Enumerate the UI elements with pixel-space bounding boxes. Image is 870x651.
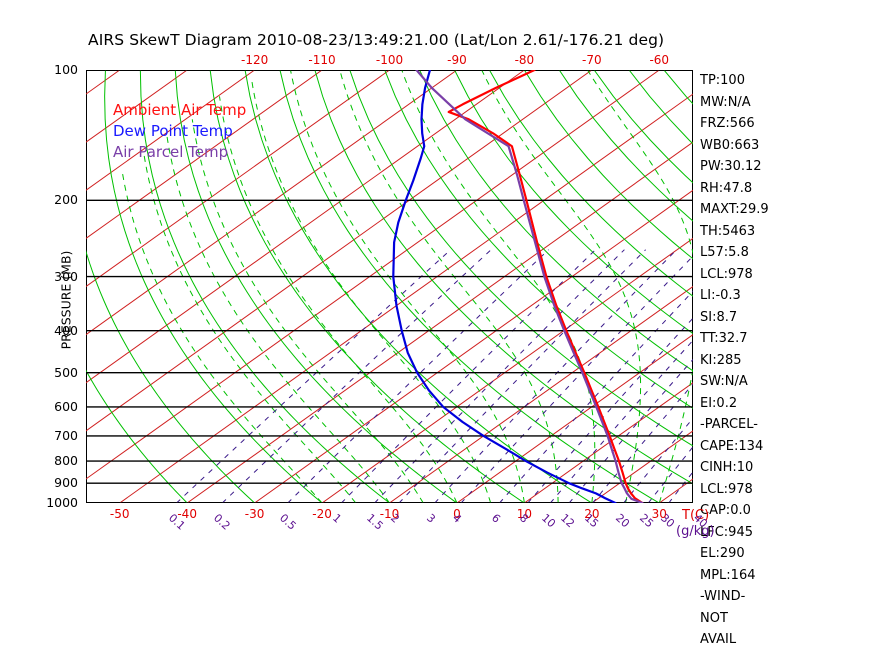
- top-temp-tick--80: -80: [514, 53, 535, 67]
- pressure-tick-900: 900: [54, 474, 78, 490]
- pressure-tick-200: 200: [54, 192, 78, 208]
- index-l57: L57:5.8: [700, 245, 749, 260]
- index-frz: FRZ:566: [700, 116, 755, 131]
- pressure-tick-300: 300: [54, 268, 78, 284]
- legend-ambient-air-temp: Ambient Air Temp: [113, 101, 247, 119]
- index-hdr: -PARCEL-: [700, 417, 758, 432]
- pressure-tick-400: 400: [54, 322, 78, 338]
- mixing-ratio-tick-0.2: 0.2: [211, 511, 233, 533]
- pressure-tick-600: 600: [54, 398, 78, 414]
- top-temp-tick--70: -70: [582, 53, 602, 67]
- index-sw: SW:N/A: [700, 374, 748, 389]
- mixing-ratio-tick-3: 3: [423, 511, 438, 526]
- pressure-tick-700: 700: [54, 427, 78, 443]
- mixing-ratio-tick-10: 10: [539, 511, 559, 531]
- index-th: TH:5463: [700, 223, 756, 239]
- bottom-temp-tick--30: -30: [244, 507, 265, 521]
- index-ki: KI:285: [700, 352, 742, 368]
- index-mw: MW:N/A: [700, 94, 751, 110]
- index-si: SI:8.7: [700, 309, 738, 325]
- index-mpl: MPL:164: [700, 567, 756, 583]
- index-wb0: WB0:663: [700, 137, 760, 153]
- bottom-temp-tick-30: 30: [651, 507, 667, 521]
- top-temp-tick--120: -120: [240, 53, 269, 67]
- bottom-temp-tick--50: -50: [109, 507, 130, 521]
- bottom-temp-tick--20: -20: [312, 507, 332, 521]
- skewt-diagram-root: AIRS SkewT Diagram 2010-08-23/13:49:21.0…: [46, 31, 769, 647]
- mixing-ratio-tick-1: 1: [330, 511, 345, 526]
- index-not: NOT: [700, 610, 728, 626]
- mixing-ratio-tick-0.5: 0.5: [276, 511, 299, 533]
- bottom-temp-tick--10: -10: [379, 507, 400, 521]
- index-cap: CAP:0.0: [700, 503, 751, 518]
- indices-panel: TP:100 MW:N/A FRZ:566 WB0:663 PW:30.12 RH:47.…: [700, 70, 868, 651]
- index-hdr2: -WIND-: [700, 589, 746, 604]
- mixing-ratio-tick-12: 12: [558, 511, 578, 531]
- top-temp-tick--100: -100: [375, 53, 404, 67]
- index-pw: PW:30.12: [700, 159, 762, 174]
- index-tt: TT:32.7: [700, 331, 748, 346]
- index-cape: CAPE:134: [700, 438, 764, 454]
- top-temp-tick--60: -60: [649, 53, 670, 67]
- top-temp-tick--110: -110: [308, 53, 336, 67]
- x-axis-mixing-label: (g/kg): [676, 524, 715, 539]
- mixing-ratio-tick-6: 6: [488, 511, 503, 526]
- index-cinh: CINH:10: [700, 460, 754, 475]
- pressure-tick-1000: 1000: [46, 494, 78, 510]
- bottom-temp-tick-10: 10: [516, 507, 533, 521]
- index-avail: AVAIL: [700, 632, 737, 647]
- index-lcl2: LCL:978: [700, 481, 753, 497]
- legend-air-parcel-temp: Air Parcel Temp: [113, 143, 229, 161]
- skewt-svg: [86, 70, 693, 503]
- page-title: AIRS SkewT Diagram 2010-08-23/13:49:21.0…: [88, 31, 665, 49]
- legend-dew-point-temp: Dew Point Temp: [113, 122, 233, 140]
- index-lfc: LFC:945: [700, 524, 753, 540]
- index-el: EL:290: [700, 546, 745, 561]
- index-lcl: LCL:978: [700, 266, 753, 282]
- pressure-tick-500: 500: [54, 364, 78, 380]
- index-rh: RH:47.8: [700, 180, 753, 196]
- bottom-temp-tick-20: 20: [584, 507, 600, 521]
- index-tp: TP:100: [700, 73, 745, 88]
- x-axis-temp-label: T(C): [682, 508, 710, 523]
- top-temp-tick--90: -90: [447, 53, 467, 67]
- mixing-ratio-tick-20: 20: [612, 511, 632, 531]
- pressure-tick-100: 100: [54, 61, 78, 77]
- pressure-tick-800: 800: [54, 452, 78, 468]
- plot-canvas: [86, 70, 693, 503]
- bottom-temp-tick--40: -40: [177, 507, 197, 521]
- index-ei: EI:0.2: [700, 395, 738, 411]
- bottom-temp-tick-0: 0: [453, 507, 461, 521]
- index-maxt: MAXT:29.9: [700, 202, 769, 217]
- index-li: LI:-0.3: [700, 288, 741, 303]
